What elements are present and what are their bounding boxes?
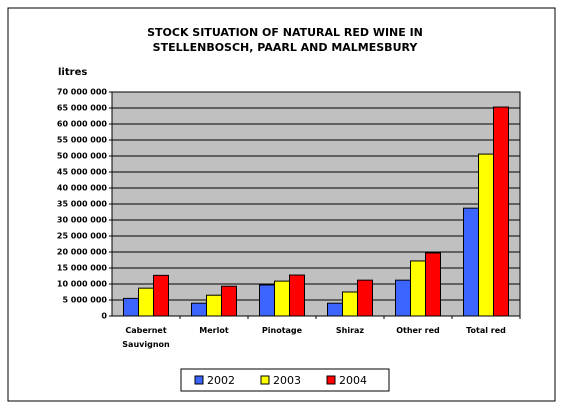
y-tick-label: 35 000 000 (57, 200, 108, 209)
bar (191, 302, 207, 317)
y-tick-label: 55 000 000 (57, 136, 108, 145)
y-tick-label: 30 000 000 (57, 216, 108, 225)
bar (357, 279, 373, 317)
bar (425, 252, 441, 317)
bar (274, 280, 290, 317)
bar (259, 284, 275, 317)
bar (153, 274, 169, 317)
bar (123, 297, 139, 317)
x-tick-label: Pinotage (261, 326, 303, 335)
y-tick-label: 50 000 000 (57, 152, 108, 161)
y-tick-label: 0 (101, 312, 107, 321)
bar (342, 291, 358, 317)
bar (493, 106, 509, 317)
legend-label: 2002 (207, 374, 235, 387)
legend-box (180, 368, 390, 392)
x-tick-label: Cabernet Sauvignon (122, 326, 170, 349)
bar (410, 260, 426, 317)
legend-label: 2004 (339, 374, 367, 387)
y-tick-label: 25 000 000 (57, 232, 108, 241)
x-tick-label: Total red (466, 326, 506, 335)
bar (221, 285, 237, 317)
y-tick-label: 60 000 000 (57, 120, 108, 129)
y-tick-label: 65 000 000 (57, 104, 108, 113)
y-tick-label: 15 000 000 (57, 264, 108, 273)
x-tick-label: Other red (396, 326, 440, 335)
legend-swatch (260, 375, 270, 385)
bar (395, 279, 411, 317)
bar (138, 287, 154, 317)
y-tick-label: 40 000 000 (57, 184, 108, 193)
y-tick-label: 20 000 000 (57, 248, 108, 257)
chart-title: STOCK SITUATION OF NATURAL RED WINE IN (147, 26, 423, 39)
y-tick-label: 70 000 000 (57, 88, 108, 97)
bar (463, 207, 479, 317)
bar (289, 274, 305, 317)
bar (478, 153, 494, 317)
legend-label: 2003 (273, 374, 301, 387)
bar (206, 294, 222, 317)
legend-swatch (194, 375, 204, 385)
y-axis-title: litres (58, 67, 87, 78)
legend-swatch (326, 375, 336, 385)
y-tick-label: 10 000 000 (57, 280, 108, 289)
bar (327, 302, 343, 317)
chart-title: STELLENBOSCH, PAARL AND MALMESBURY (153, 41, 419, 54)
y-tick-label: 5 000 000 (62, 296, 107, 305)
y-tick-label: 45 000 000 (57, 168, 108, 177)
x-tick-label: Merlot (199, 326, 229, 335)
x-tick-label: Shiraz (335, 326, 365, 335)
